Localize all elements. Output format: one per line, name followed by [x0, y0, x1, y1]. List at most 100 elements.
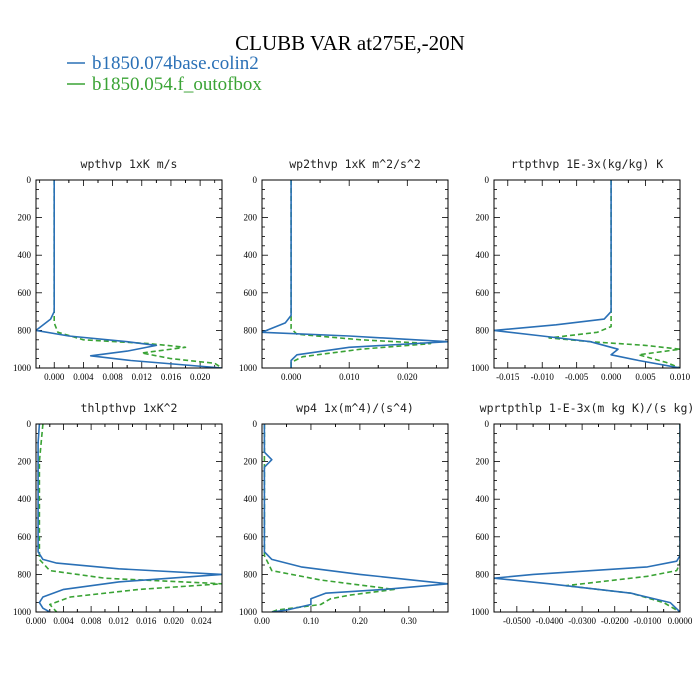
x-tick-label: -0.0200 [601, 616, 629, 626]
x-tick-label: -0.005 [565, 372, 589, 382]
y-tick-label: 0 [253, 419, 258, 429]
x-tick-label: 0.016 [136, 616, 157, 626]
panel-title: thlpthvp 1xK^2 [81, 401, 178, 415]
x-tick-label: 0.0000 [668, 616, 693, 626]
x-tick-label: -0.0400 [536, 616, 564, 626]
series-line-base [494, 424, 680, 612]
y-tick-label: 600 [476, 288, 490, 298]
panel-title: wpthvp 1xK m/s [81, 157, 178, 171]
x-tick-label: 0.20 [352, 616, 368, 626]
y-tick-label: 400 [244, 494, 258, 504]
y-tick-label: 600 [244, 288, 258, 298]
y-tick-label: 400 [244, 250, 258, 260]
y-tick-label: 200 [244, 213, 258, 223]
x-tick-label: 0.010 [339, 372, 360, 382]
plot-frame [261, 179, 449, 369]
figure-title: CLUBB VAR at275E,-20N [235, 31, 465, 55]
series-line-base [263, 424, 448, 612]
y-tick-label: 1000 [239, 607, 258, 617]
x-tick-label: 0.004 [53, 616, 74, 626]
series-line-outofbox [53, 180, 222, 368]
y-tick-label: 1000 [239, 363, 258, 373]
plot-frame [35, 179, 223, 369]
x-tick-label: 0.000 [44, 372, 65, 382]
y-tick-label: 200 [18, 457, 32, 467]
y-tick-label: 200 [476, 457, 490, 467]
legend-label-base: b1850.074base.colin2 [92, 53, 259, 74]
y-tick-label: 1000 [471, 363, 490, 373]
y-tick-label: 200 [244, 457, 258, 467]
x-tick-label: 0.005 [635, 372, 656, 382]
panel-title: rtpthvp 1E-3x(kg/kg) K [511, 157, 663, 171]
y-tick-label: 200 [18, 213, 32, 223]
x-tick-label: -0.0300 [568, 616, 596, 626]
x-tick-label: 0.010 [670, 372, 691, 382]
panel-2: wp2thvp 1xK m^2/s^2 0 200 400 600 800 1000 0.00… [239, 157, 449, 382]
y-tick-label: 800 [18, 325, 32, 335]
x-tick-label: -0.010 [531, 372, 555, 382]
series-line-base [262, 180, 448, 368]
y-tick-label: 1000 [13, 607, 32, 617]
panel-1: wpthvp 1xK m/s 0 200 400 600 800 1000 0.000 0.00… [13, 157, 223, 382]
x-tick-label: -0.015 [496, 372, 520, 382]
x-tick-label: 0.000 [26, 616, 47, 626]
y-tick-label: 400 [18, 494, 32, 504]
y-tick-label: 400 [18, 250, 32, 260]
y-tick-label: 400 [476, 250, 490, 260]
x-tick-label: 0.012 [132, 372, 152, 382]
x-tick-label: 0.024 [191, 616, 212, 626]
x-tick-label: 0.020 [397, 372, 418, 382]
panel-3: rtpthvp 1E-3x(kg/kg) K02004006008001000-… [471, 157, 691, 382]
y-tick-label: 600 [244, 532, 258, 542]
y-tick-label: 0 [485, 419, 490, 429]
y-tick-label: 1000 [13, 363, 32, 373]
x-tick-label: 0.008 [102, 372, 123, 382]
x-tick-label: 0.000 [601, 372, 622, 382]
legend-label-outofbox: b1850.054.f_outofbox [92, 74, 262, 95]
series-line-outofbox [263, 424, 396, 612]
x-tick-label: 0.10 [303, 616, 319, 626]
y-tick-label: 200 [476, 213, 490, 223]
y-tick-label: 600 [476, 532, 490, 542]
series-line-base [494, 180, 680, 368]
series-line-base [37, 424, 222, 612]
plot-frame [493, 179, 681, 369]
y-tick-label: 800 [476, 325, 490, 335]
y-tick-label: 0 [253, 175, 258, 185]
plot-frame [261, 423, 449, 613]
y-tick-label: 800 [244, 569, 258, 579]
x-tick-label: -0.0100 [633, 616, 661, 626]
panel-title: wp2thvp 1xK m^2/s^2 [289, 157, 421, 171]
x-tick-label: 0.020 [164, 616, 185, 626]
panel-title: wp4 1x(m^4)/(s^4) [296, 401, 414, 415]
y-tick-label: 800 [476, 569, 490, 579]
series-line-outofbox [38, 424, 222, 612]
y-tick-label: 800 [244, 325, 258, 335]
y-tick-label: 0 [27, 419, 32, 429]
y-tick-label: 800 [18, 569, 32, 579]
x-tick-label: 0.016 [161, 372, 182, 382]
y-tick-label: 600 [18, 288, 32, 298]
y-tick-label: 600 [18, 532, 32, 542]
y-tick-label: 1000 [471, 607, 490, 617]
panel-title: wprtpthlp 1-E-3x(m kg K)/(s kg) [480, 401, 695, 415]
plot-frame [35, 423, 223, 613]
x-tick-label: 0.30 [401, 616, 417, 626]
x-tick-label: 0.012 [109, 616, 129, 626]
legend: b1850.074base.colin2 b1850.054.f_outofbo… [67, 53, 262, 95]
x-tick-label: 0.000 [281, 372, 302, 382]
y-tick-label: 0 [27, 175, 32, 185]
panel-6: wprtpthlp 1-E-3x(m kg K)/(s kg) 0 200 400 60… [471, 401, 694, 626]
x-tick-label: 0.004 [73, 372, 94, 382]
series-line-base [36, 180, 222, 368]
series-line-outofbox [564, 424, 680, 612]
plot-frame [493, 423, 681, 613]
y-tick-label: 0 [485, 175, 490, 185]
x-tick-label: 0.020 [190, 372, 211, 382]
x-tick-label: 0.00 [254, 616, 270, 626]
y-tick-label: 400 [476, 494, 490, 504]
